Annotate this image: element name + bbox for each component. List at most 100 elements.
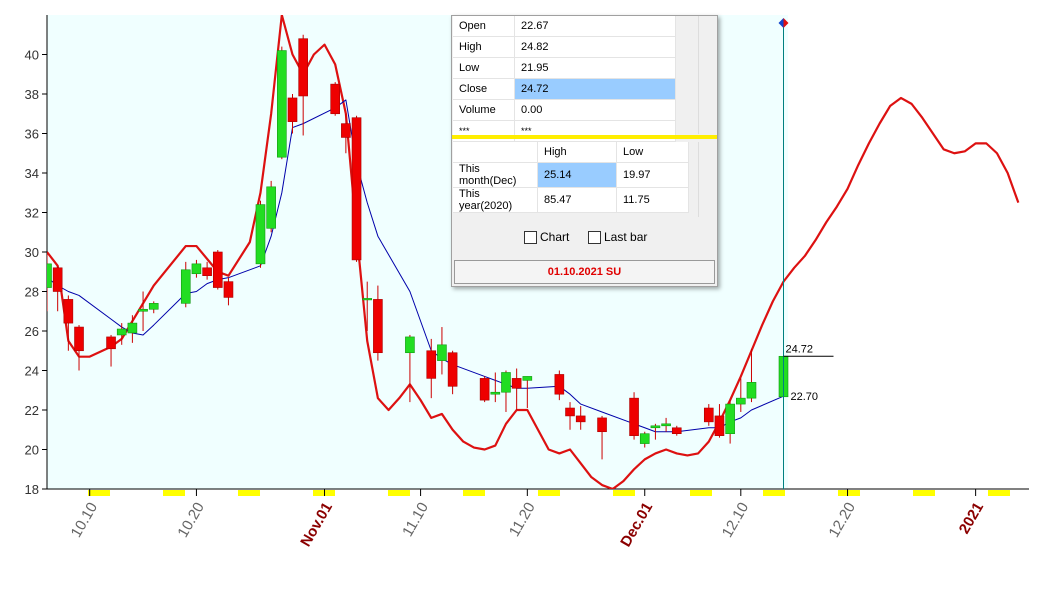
cursor-marker: [778, 18, 784, 28]
candle-body: [490, 391, 501, 395]
candle-body: [180, 269, 191, 304]
cell: 11.75: [616, 187, 689, 213]
footer-date: 01.10.2021 SU: [454, 260, 715, 284]
candle-body: [52, 267, 63, 292]
candle-body: [565, 407, 575, 417]
column-header: Low: [616, 142, 689, 163]
candle-body: [330, 83, 340, 115]
data-window: Open 22.67 High 24.82 Low 21.95 Close 24.72 …: [451, 15, 718, 287]
x-tick-label: 12.10: [719, 500, 752, 541]
candle-body: [629, 397, 639, 436]
y-tick-label: 34: [25, 166, 39, 181]
candle-body: [437, 344, 447, 361]
moving-average-line: [47, 99, 784, 433]
cell: 85.47: [537, 187, 617, 213]
cursor-marker: [783, 18, 789, 28]
field-value: 22.67: [514, 16, 676, 37]
candle-body: [405, 336, 415, 354]
y-tick-label: 38: [25, 87, 39, 102]
y-tick-label: 32: [25, 206, 39, 221]
scrollbar[interactable]: [698, 16, 716, 134]
candle-body: [511, 378, 522, 389]
candle-body: [522, 376, 533, 381]
candle-body: [106, 336, 116, 350]
candle-body: [650, 425, 661, 429]
candle-body: [266, 186, 276, 229]
x-tick-label: 11.20: [506, 500, 539, 540]
candle-body: [287, 97, 298, 122]
y-tick-label: 18: [25, 482, 39, 497]
y-tick-label: 20: [25, 443, 39, 458]
row-label: This year(2020): [453, 187, 538, 213]
x-tick-label: 2021: [956, 500, 987, 537]
field-label: High: [453, 36, 515, 58]
cell: 19.97: [616, 162, 689, 188]
checkbox[interactable]: Chart: [524, 230, 569, 244]
forecast-line: [47, 15, 1020, 489]
candle-body: [202, 267, 212, 276]
candle-body: [746, 382, 757, 399]
field-label: Close: [453, 78, 515, 100]
candle-body: [661, 423, 671, 427]
candle-body: [212, 251, 223, 288]
candle-body: [671, 427, 682, 434]
cell: 25.14: [537, 162, 617, 188]
candle-body: [277, 50, 287, 158]
close-label: 24.72: [786, 343, 814, 355]
candle-body: [255, 204, 266, 265]
quote-table: Open 22.67 High 24.82 Low 21.95 Close 24.72 …: [453, 16, 676, 142]
x-tick-label: 10.10: [68, 500, 101, 541]
candle-body: [191, 263, 202, 275]
field-value: 24.82: [514, 36, 676, 58]
x-tick-label: Nov.01: [297, 500, 336, 550]
field-label: Low: [453, 57, 515, 79]
candle-body: [341, 123, 351, 138]
x-tick-label: 11.10: [399, 500, 432, 540]
candle-body: [597, 417, 607, 433]
candle-body: [298, 38, 308, 97]
y-tick-label: 40: [25, 48, 39, 63]
field-value: 24.72: [514, 78, 676, 100]
candle-body: [447, 352, 458, 387]
x-tick-label: 10.20: [174, 500, 207, 541]
ma-label: 22.70: [791, 391, 819, 403]
y-tick-label: 24: [25, 364, 39, 379]
candle-body: [479, 378, 490, 401]
candle-body: [127, 322, 138, 334]
checkbox[interactable]: Last bar: [588, 230, 647, 244]
x-tick-label: Dec.01: [617, 500, 656, 550]
field-value: 0.00: [514, 99, 676, 121]
row-label: This month(Dec): [453, 162, 538, 188]
candle-body: [351, 117, 362, 261]
y-tick-label: 36: [25, 127, 39, 142]
field-value: 21.95: [514, 57, 676, 79]
candle-body: [639, 433, 650, 444]
candle-body: [63, 299, 74, 324]
checkbox-label[interactable]: Chart: [540, 230, 570, 244]
candle-body: [138, 308, 148, 312]
stats-table: High Low This month(Dec) 25.14 19.97 This y…: [453, 142, 689, 213]
candle-body: [47, 263, 52, 288]
candle-body: [116, 328, 127, 336]
x-tick-label: 12.20: [826, 500, 859, 541]
y-tick-label: 28: [25, 285, 39, 300]
y-tick-label: 22: [25, 403, 39, 418]
candle-body: [736, 397, 746, 405]
scrollbar[interactable]: [698, 142, 716, 217]
candle-body: [362, 298, 373, 301]
candle-body: [148, 303, 159, 310]
candle-body: [223, 281, 234, 298]
y-tick-label: 30: [25, 245, 39, 260]
candle-body: [575, 415, 586, 423]
checkbox-label[interactable]: Last bar: [604, 230, 648, 244]
plot-area: [47, 15, 1020, 489]
candle-body: [74, 326, 84, 352]
candle-body: [714, 415, 725, 436]
field-label: Volume: [453, 99, 515, 121]
separator: [452, 135, 717, 139]
y-tick-label: 26: [25, 324, 39, 339]
column-header: High: [537, 142, 617, 163]
candle-body: [501, 372, 511, 393]
candle-body: [373, 299, 383, 354]
